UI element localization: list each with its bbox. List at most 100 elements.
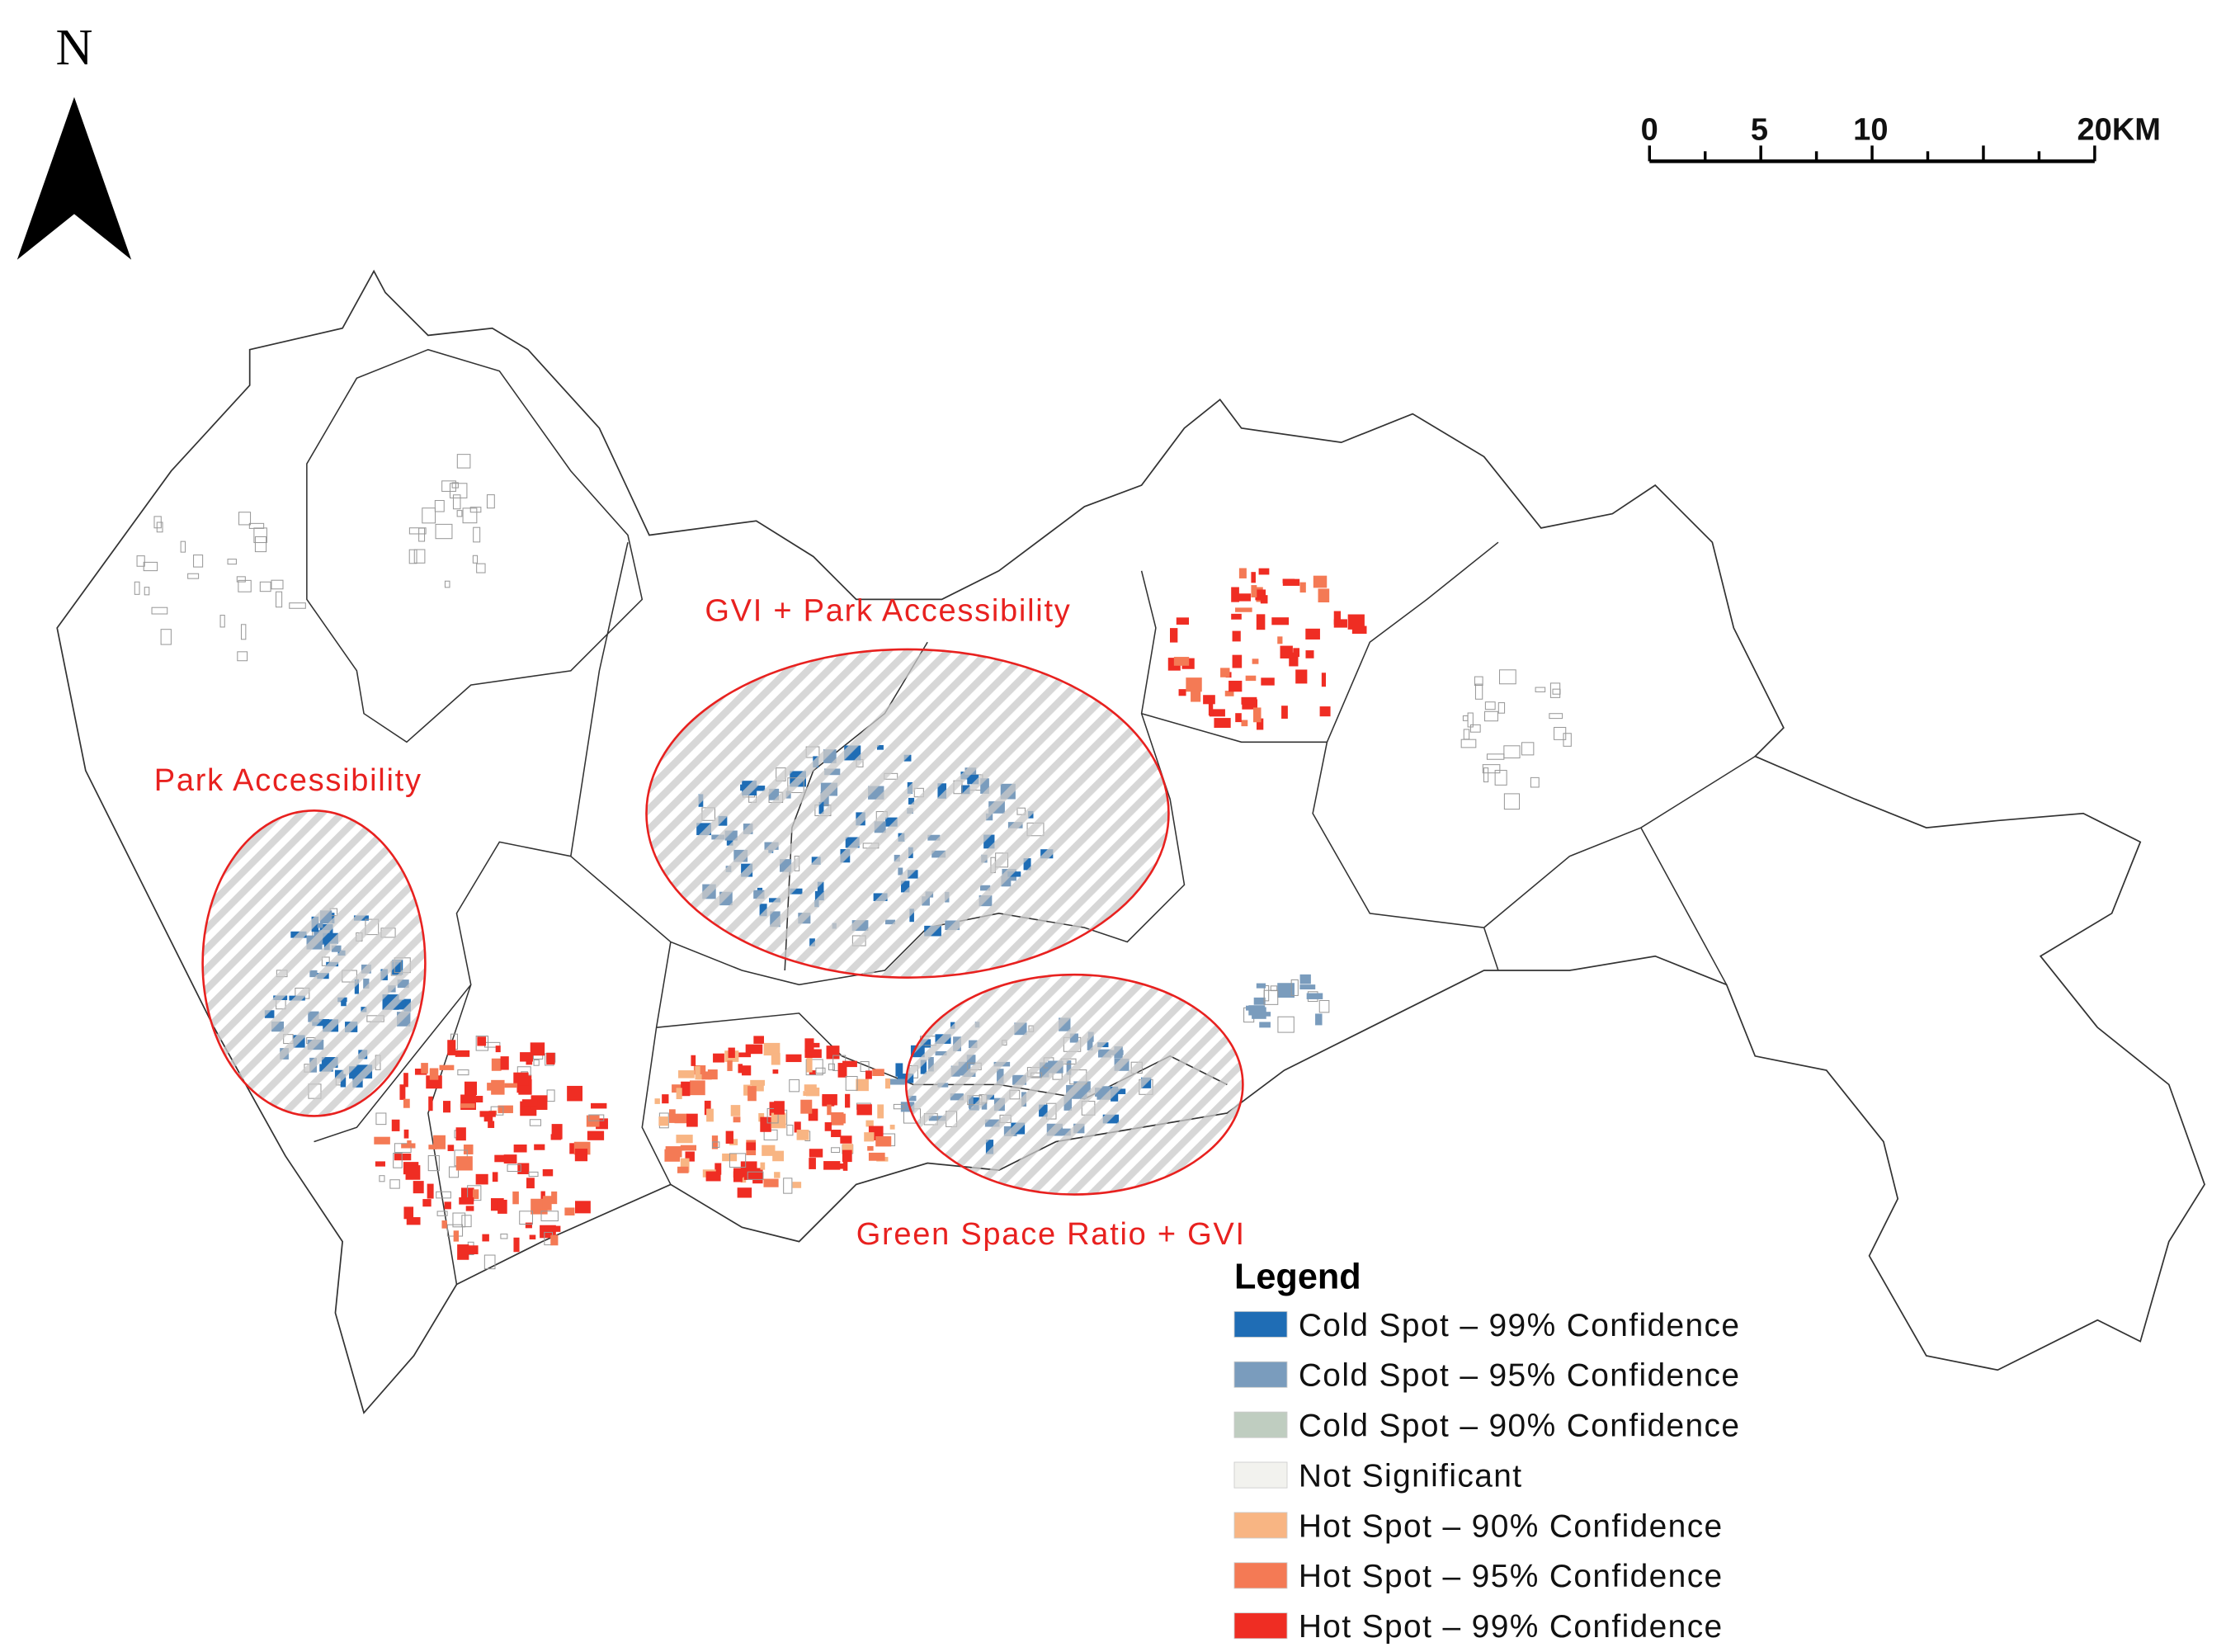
legend-swatch — [1233, 1562, 1288, 1589]
legend-title: Legend — [1234, 1258, 1361, 1297]
patch — [1208, 702, 1214, 715]
patch — [1474, 676, 1483, 686]
north-arrow — [17, 97, 132, 260]
patch — [1262, 1012, 1271, 1017]
patch — [487, 1083, 495, 1091]
annotation: Park Accessibility — [154, 763, 422, 798]
patch — [542, 1196, 552, 1211]
patch — [534, 1144, 545, 1150]
patch — [240, 624, 247, 640]
patch — [772, 1150, 785, 1162]
patch — [748, 1086, 757, 1102]
patch — [701, 1071, 712, 1080]
patch — [457, 1069, 469, 1076]
patch — [789, 1079, 800, 1093]
patch — [713, 1053, 724, 1063]
patch — [1261, 677, 1275, 686]
patch — [1277, 983, 1295, 998]
patch — [1282, 578, 1295, 583]
patch — [467, 1185, 482, 1201]
patch — [1238, 593, 1252, 602]
patch — [491, 1079, 505, 1095]
patch — [690, 1080, 705, 1096]
scale-label: 5 — [1751, 112, 1768, 147]
patch — [1299, 984, 1316, 990]
patch — [1484, 710, 1498, 722]
patch — [785, 1054, 802, 1063]
patch — [706, 1108, 714, 1122]
patch — [498, 1199, 507, 1214]
patch — [483, 1115, 493, 1122]
patch — [455, 1050, 470, 1057]
patch — [490, 1106, 504, 1116]
patch — [503, 1154, 517, 1164]
patch — [680, 1158, 690, 1173]
patch — [733, 1116, 741, 1123]
patch — [447, 1145, 455, 1151]
patch — [449, 483, 468, 498]
patch — [1229, 680, 1243, 692]
patch — [399, 1084, 406, 1100]
patch — [1530, 776, 1540, 788]
patch — [889, 1124, 895, 1130]
patch — [740, 1161, 757, 1178]
patch — [219, 615, 225, 628]
patch — [1220, 668, 1230, 677]
patch — [418, 527, 426, 542]
patch — [413, 1181, 424, 1194]
patch — [730, 1105, 741, 1116]
patch — [391, 1119, 400, 1131]
patch — [428, 1096, 433, 1112]
patch — [564, 1207, 575, 1215]
patch — [668, 1109, 676, 1123]
patch — [1498, 669, 1516, 685]
patch — [587, 1130, 605, 1140]
patch — [494, 1154, 505, 1163]
patch — [513, 1145, 527, 1153]
patch — [462, 507, 478, 524]
patch — [488, 1121, 495, 1128]
patch — [1263, 989, 1279, 1005]
patch — [525, 1222, 532, 1229]
patch — [403, 1098, 410, 1108]
patch — [447, 1040, 456, 1055]
patch — [1245, 675, 1257, 682]
patch — [728, 1047, 735, 1059]
patch — [1483, 767, 1489, 783]
patch — [1280, 645, 1293, 658]
patch — [1246, 1005, 1257, 1011]
patch — [806, 1058, 813, 1073]
patch — [526, 1059, 533, 1065]
patch — [529, 1119, 542, 1126]
patch — [845, 1093, 851, 1108]
patch — [686, 1113, 698, 1127]
patch — [136, 555, 145, 567]
patch — [465, 1206, 474, 1211]
patch — [1467, 712, 1474, 728]
patch — [1289, 652, 1299, 667]
patch — [512, 1191, 519, 1205]
patch — [542, 1168, 554, 1177]
patch — [413, 549, 426, 564]
patch — [422, 507, 436, 524]
patch — [591, 1102, 607, 1109]
patch — [678, 1070, 695, 1079]
patch — [893, 1103, 905, 1110]
patch — [529, 1234, 536, 1240]
patch — [414, 1069, 427, 1075]
patch — [463, 1145, 474, 1154]
patch — [766, 1107, 779, 1124]
patch — [1281, 706, 1288, 719]
patch — [530, 1042, 545, 1056]
patch — [868, 1152, 885, 1161]
patch — [812, 1042, 820, 1048]
patch — [379, 1175, 385, 1182]
patch — [468, 1245, 479, 1255]
patch — [1305, 650, 1314, 658]
legend-label: Cold Spot – 99% Confidence — [1299, 1308, 1741, 1343]
patch — [588, 1114, 605, 1121]
patch — [473, 526, 481, 543]
scale-label: 20KM — [2077, 112, 2161, 147]
scale-label: 10 — [1853, 112, 1888, 147]
patch — [884, 1078, 891, 1089]
